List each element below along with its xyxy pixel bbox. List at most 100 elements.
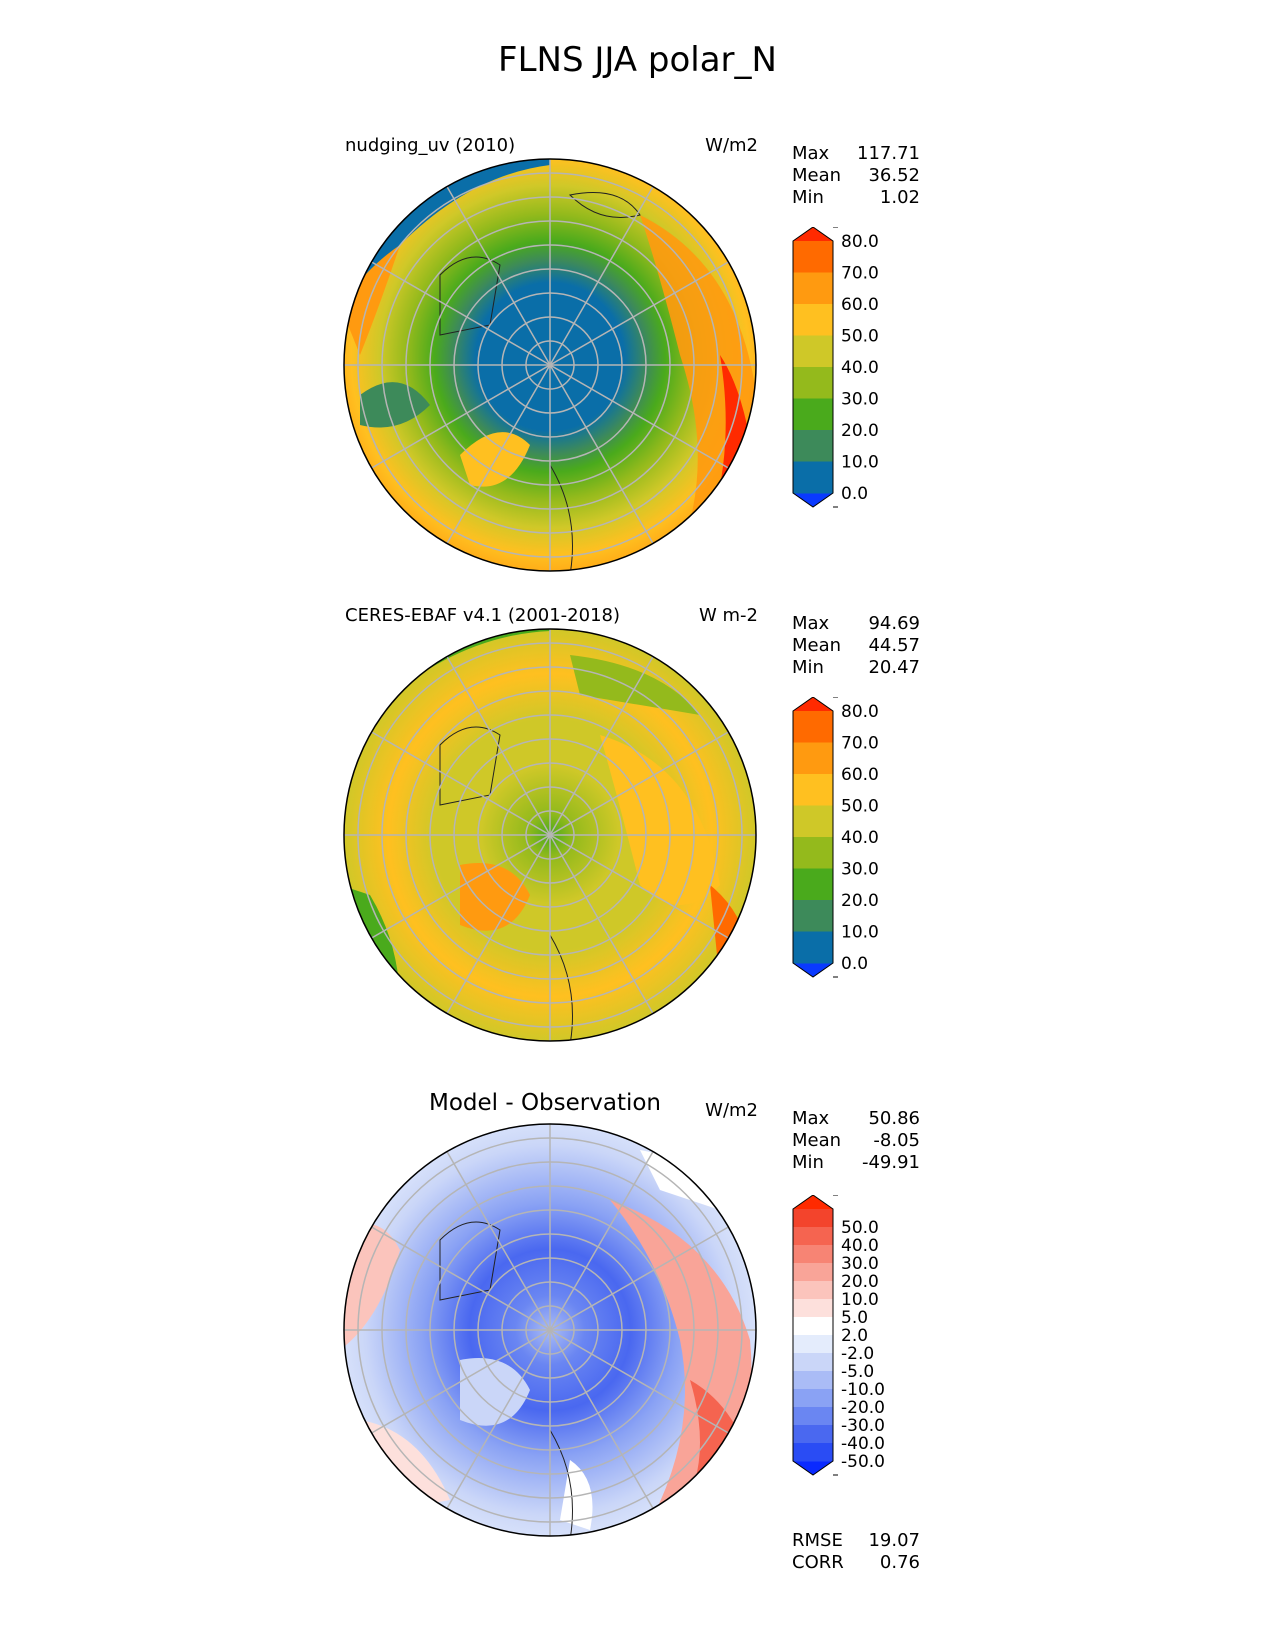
stat-label: Max [792, 613, 830, 634]
panel-units: W m-2 [698, 605, 758, 626]
panel-units: W/m2 [705, 135, 758, 156]
colorbar-segment [793, 461, 833, 494]
panel-units: W/m2 [705, 1100, 758, 1121]
stats-box: Max 50.86 Mean -8.05 Min -49.91 [792, 1108, 920, 1174]
colorbar-label: 40.0 [841, 828, 879, 848]
stat-value: 44.57 [868, 635, 920, 656]
colorbar-segment [793, 1299, 833, 1318]
colorbar-segment [793, 398, 833, 431]
colorbar-segment [793, 1389, 833, 1408]
stat-value: 0.76 [879, 1552, 920, 1573]
stat-value: 1.02 [879, 187, 920, 208]
colorbar-extend-min [793, 1461, 833, 1475]
colorbar-segment [793, 805, 833, 838]
colorbar-label: 60.0 [841, 295, 879, 315]
colorbar-label: 50.0 [841, 1218, 879, 1238]
colorbar-label: 40.0 [841, 358, 879, 378]
stats-box: Max 117.71 Mean 36.52 Min 1.02 [792, 143, 920, 209]
colorbar-label: 30.0 [841, 390, 879, 410]
colorbar: 0.0 10.0 20.0 30.0 40.0 50.0 60.0 70.0 80.0 [792, 697, 879, 978]
colorbar-segment [793, 1407, 833, 1426]
colorbar-segment [793, 900, 833, 932]
stat-label: Mean [792, 165, 842, 186]
colorbar-segment [793, 1281, 833, 1300]
colorbar-label: 70.0 [841, 264, 879, 284]
colorbar-segment [793, 1317, 833, 1336]
panel-title: CERES-EBAF v4.1 (2001-2018) [345, 605, 621, 626]
colorbar-segment [793, 1263, 833, 1282]
colorbar-segment [793, 837, 833, 869]
colorbar-segment [793, 335, 833, 368]
stat-label: Max [792, 143, 830, 164]
colorbar-segment [793, 367, 833, 399]
colorbar-segment [793, 868, 833, 901]
colorbar-label: 10.0 [841, 453, 879, 473]
stat-value: 20.47 [868, 657, 920, 678]
colorbar-segment [793, 1335, 833, 1354]
colorbar-label: 20.0 [841, 1272, 879, 1292]
colorbar-label: 50.0 [841, 327, 879, 347]
stat-value: 94.69 [868, 613, 920, 634]
colorbar-label: 70.0 [841, 734, 879, 754]
colorbar-label: 30.0 [841, 860, 879, 880]
stat-value: 50.86 [868, 1108, 920, 1129]
stat-value: -49.91 [861, 1152, 920, 1173]
colorbar-segment [793, 1209, 833, 1228]
stat-label: Min [792, 1152, 824, 1173]
colorbar-label: -2.0 [841, 1344, 874, 1364]
colorbar-label: 2.0 [841, 1326, 868, 1346]
colorbar-label: 5.0 [841, 1308, 868, 1328]
colorbar-extend-max [793, 697, 833, 711]
colorbar-label: 80.0 [841, 702, 879, 722]
panel-diff: Model - Observation W/m2 Max 50.86 Mean -8… [0, 1090, 1275, 1573]
colorbar-segment [793, 1353, 833, 1372]
stats-box: Max 94.69 Mean 44.57 Min 20.47 [792, 613, 920, 679]
colorbar-segment [793, 774, 833, 806]
stat-value: -8.05 [873, 1130, 920, 1151]
colorbar-label: 30.0 [841, 1254, 879, 1274]
stat-label: Min [792, 187, 824, 208]
stat-label: CORR [792, 1552, 844, 1573]
stat-value: 19.07 [868, 1530, 920, 1551]
error-stats-box: RMSE 19.07 CORR 0.76 [792, 1530, 920, 1574]
panel-title: nudging_uv (2010) [345, 135, 516, 156]
stat-label: Max [792, 1108, 830, 1129]
colorbar-label: 40.0 [841, 1236, 879, 1256]
panel-test: nudging_uv (2010) W/m2 Max 117.71 Mean 36.… [0, 135, 1275, 605]
colorbar-label: 50.0 [841, 797, 879, 817]
colorbar-outline [792, 697, 834, 978]
stat-value: 36.52 [868, 165, 920, 186]
colorbar-outline [792, 227, 834, 508]
colorbar-label: 20.0 [841, 891, 879, 911]
polar-map [343, 1123, 757, 1537]
panel-ref: CERES-EBAF v4.1 (2001-2018) W m-2 Max 94.… [0, 605, 1275, 1075]
figure-title: FLNS JJA polar_N [498, 40, 777, 80]
panel-title: Model - Observation [428, 1090, 662, 1116]
colorbar-segment [793, 1227, 833, 1246]
colorbar-segment [793, 711, 833, 743]
colorbar-extend-max [793, 1195, 833, 1209]
colorbar-label: 20.0 [841, 421, 879, 441]
colorbar-segment [793, 430, 833, 462]
colorbar-segment [793, 1425, 833, 1444]
colorbar-segment [793, 272, 833, 305]
colorbar-segment [793, 1245, 833, 1264]
colorbar-label: 10.0 [841, 1290, 879, 1310]
polar-map [343, 628, 757, 1042]
colorbar-label: 10.0 [841, 923, 879, 943]
colorbar-segment [793, 1371, 833, 1390]
colorbar-segment [793, 304, 833, 336]
colorbar-segment [793, 241, 833, 273]
colorbar-segment [793, 931, 833, 964]
colorbar: 0.0 10.0 20.0 30.0 40.0 50.0 60.0 70.0 80.0 [792, 227, 879, 508]
colorbar-label: 0.0 [841, 484, 868, 504]
stat-label: Mean [792, 1130, 842, 1151]
colorbar-extend-min [793, 963, 833, 977]
colorbar-label: 0.0 [841, 954, 868, 974]
stat-value: 117.71 [857, 143, 920, 164]
colorbar-label: 80.0 [841, 232, 879, 252]
colorbar-label: -5.0 [841, 1362, 874, 1382]
colorbar-segment [793, 1443, 833, 1462]
stat-label: Min [792, 657, 824, 678]
polar-map [343, 158, 757, 572]
